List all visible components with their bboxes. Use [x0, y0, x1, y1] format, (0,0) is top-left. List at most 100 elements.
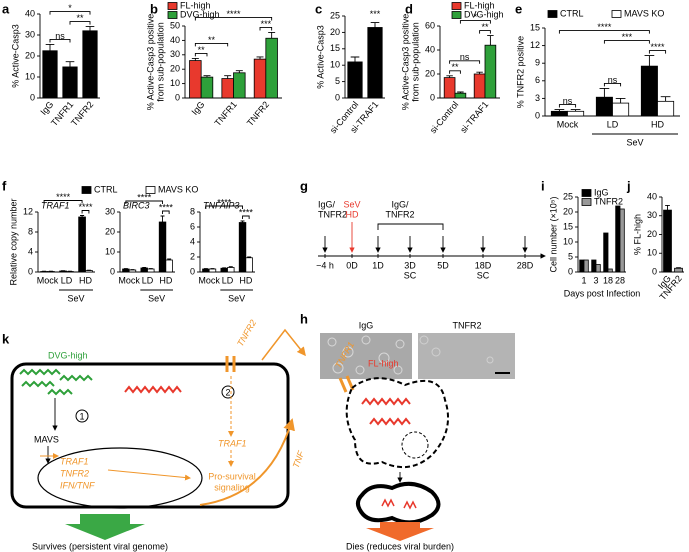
y-tick-label: 10 [647, 248, 657, 258]
legend-label: FL-high [180, 0, 211, 10]
bar [265, 37, 278, 99]
x-tick-label: LD [61, 275, 73, 285]
error-bar [570, 109, 581, 112]
pro-survival-label: signaling [214, 482, 250, 492]
x-tick-label: 1 [581, 275, 586, 285]
significance-label: ** [76, 13, 84, 23]
y-tick-label: 0 [652, 266, 657, 276]
legend-label: MAVS KO [158, 184, 198, 194]
bar [615, 205, 621, 273]
legend-swatch [145, 186, 156, 194]
dvg-genomes [19, 368, 93, 396]
bar [82, 30, 98, 99]
bar [189, 60, 202, 99]
bar [473, 73, 486, 99]
y-tick-label: 0 [535, 110, 540, 120]
x-tick-label: LD [607, 119, 619, 129]
treatment-bracket [377, 223, 444, 230]
timeline-tick-label: 1D [372, 260, 384, 270]
dying-cell [345, 377, 449, 469]
error-bar [240, 220, 245, 223]
fl-genome [381, 498, 417, 510]
legend-label: MAVS KO [624, 8, 664, 18]
y-axis-label: % Active-Casp3 [10, 24, 20, 88]
micrograph-image [320, 333, 412, 379]
significance-bracket [125, 200, 163, 204]
error-bar [446, 75, 453, 78]
error-bar [160, 215, 165, 222]
error-bar [487, 35, 494, 46]
nucleus [37, 447, 203, 509]
y-tick-label: 25 [330, 10, 340, 20]
significance-bracket [69, 21, 91, 25]
legend-label: DVG-high [180, 9, 220, 19]
significance-bracket [479, 30, 491, 34]
significance-bracket [43, 200, 83, 204]
panel-letter: f [2, 178, 7, 193]
error-bar [85, 26, 95, 31]
cell-membrane [10, 362, 290, 509]
cell-label: DVG-high [48, 350, 88, 360]
significance-bracket [242, 215, 250, 219]
bar [579, 259, 585, 273]
error-bar [256, 56, 264, 60]
x-axis-label: Days post Infection [564, 288, 641, 298]
error-bar [247, 256, 252, 258]
y-tick-label: 0 [430, 92, 435, 102]
timeline-label: HD [346, 209, 359, 219]
x-tick-label: HD [79, 275, 92, 285]
error-bar [235, 70, 243, 73]
bar [158, 221, 167, 273]
y-tick-label: 25 [563, 191, 573, 201]
y-axis-label: % TNFR2 positive [515, 36, 525, 108]
error-bar [370, 22, 380, 28]
legend-label: FL-high [464, 0, 495, 10]
x-tick-label: Mock [198, 275, 220, 285]
timeline-tick-label: 3D [404, 260, 416, 270]
y-tick-label: 10 [170, 78, 180, 88]
fl-genome [124, 385, 182, 394]
gene-label: IFN/TNF [60, 480, 95, 490]
significance-label: ns [55, 31, 65, 41]
group-label: SeV [228, 293, 245, 303]
nucleus [401, 431, 429, 459]
significance-bracket [81, 210, 90, 214]
subplot-title: BIRC3 [123, 200, 150, 210]
error-bar [476, 71, 483, 74]
bar [122, 268, 130, 273]
y-tick-label: 15 [330, 43, 340, 53]
bar [367, 27, 383, 99]
panel-letter: g [300, 178, 308, 193]
legend-swatch [547, 10, 558, 18]
error-bar [599, 87, 610, 98]
significance-label: *** [622, 32, 633, 42]
x-tick-label: Mock [37, 275, 59, 285]
legend-swatch [451, 11, 462, 19]
error-bar [191, 57, 199, 61]
significance-bracket [194, 42, 229, 47]
significance-label: **** [597, 22, 612, 32]
significance-label: **** [159, 202, 174, 212]
y-tick-label: 8 [28, 226, 33, 236]
y-tick-label: 5 [335, 76, 340, 86]
panel-letter: c [315, 1, 322, 16]
timeline-tick-label: 0D [346, 260, 358, 270]
error-bar [665, 204, 670, 211]
significance-label: ns [563, 96, 573, 106]
y-axis-label: % Active-Casp3 positive [400, 14, 410, 111]
timeline-label: TNFR2 [318, 209, 347, 219]
schematic-panel: k DVG-high 1 MAVS TRAF1 TNFR2 IFN/TNF TN… [2, 318, 454, 551]
y-tick-label: 40 [25, 8, 35, 18]
significance-label: ** [451, 62, 459, 72]
y-tick-label: 30 [105, 206, 115, 216]
x-tick-label: TNFR1 [213, 99, 239, 128]
bar [657, 100, 675, 117]
legend-swatch [581, 189, 592, 197]
legend-label: CTRL [94, 184, 118, 194]
bar [595, 264, 601, 273]
fl-genome [369, 417, 411, 426]
error-bar [660, 96, 671, 102]
legend-swatch [611, 10, 622, 18]
error-bar [457, 91, 464, 94]
